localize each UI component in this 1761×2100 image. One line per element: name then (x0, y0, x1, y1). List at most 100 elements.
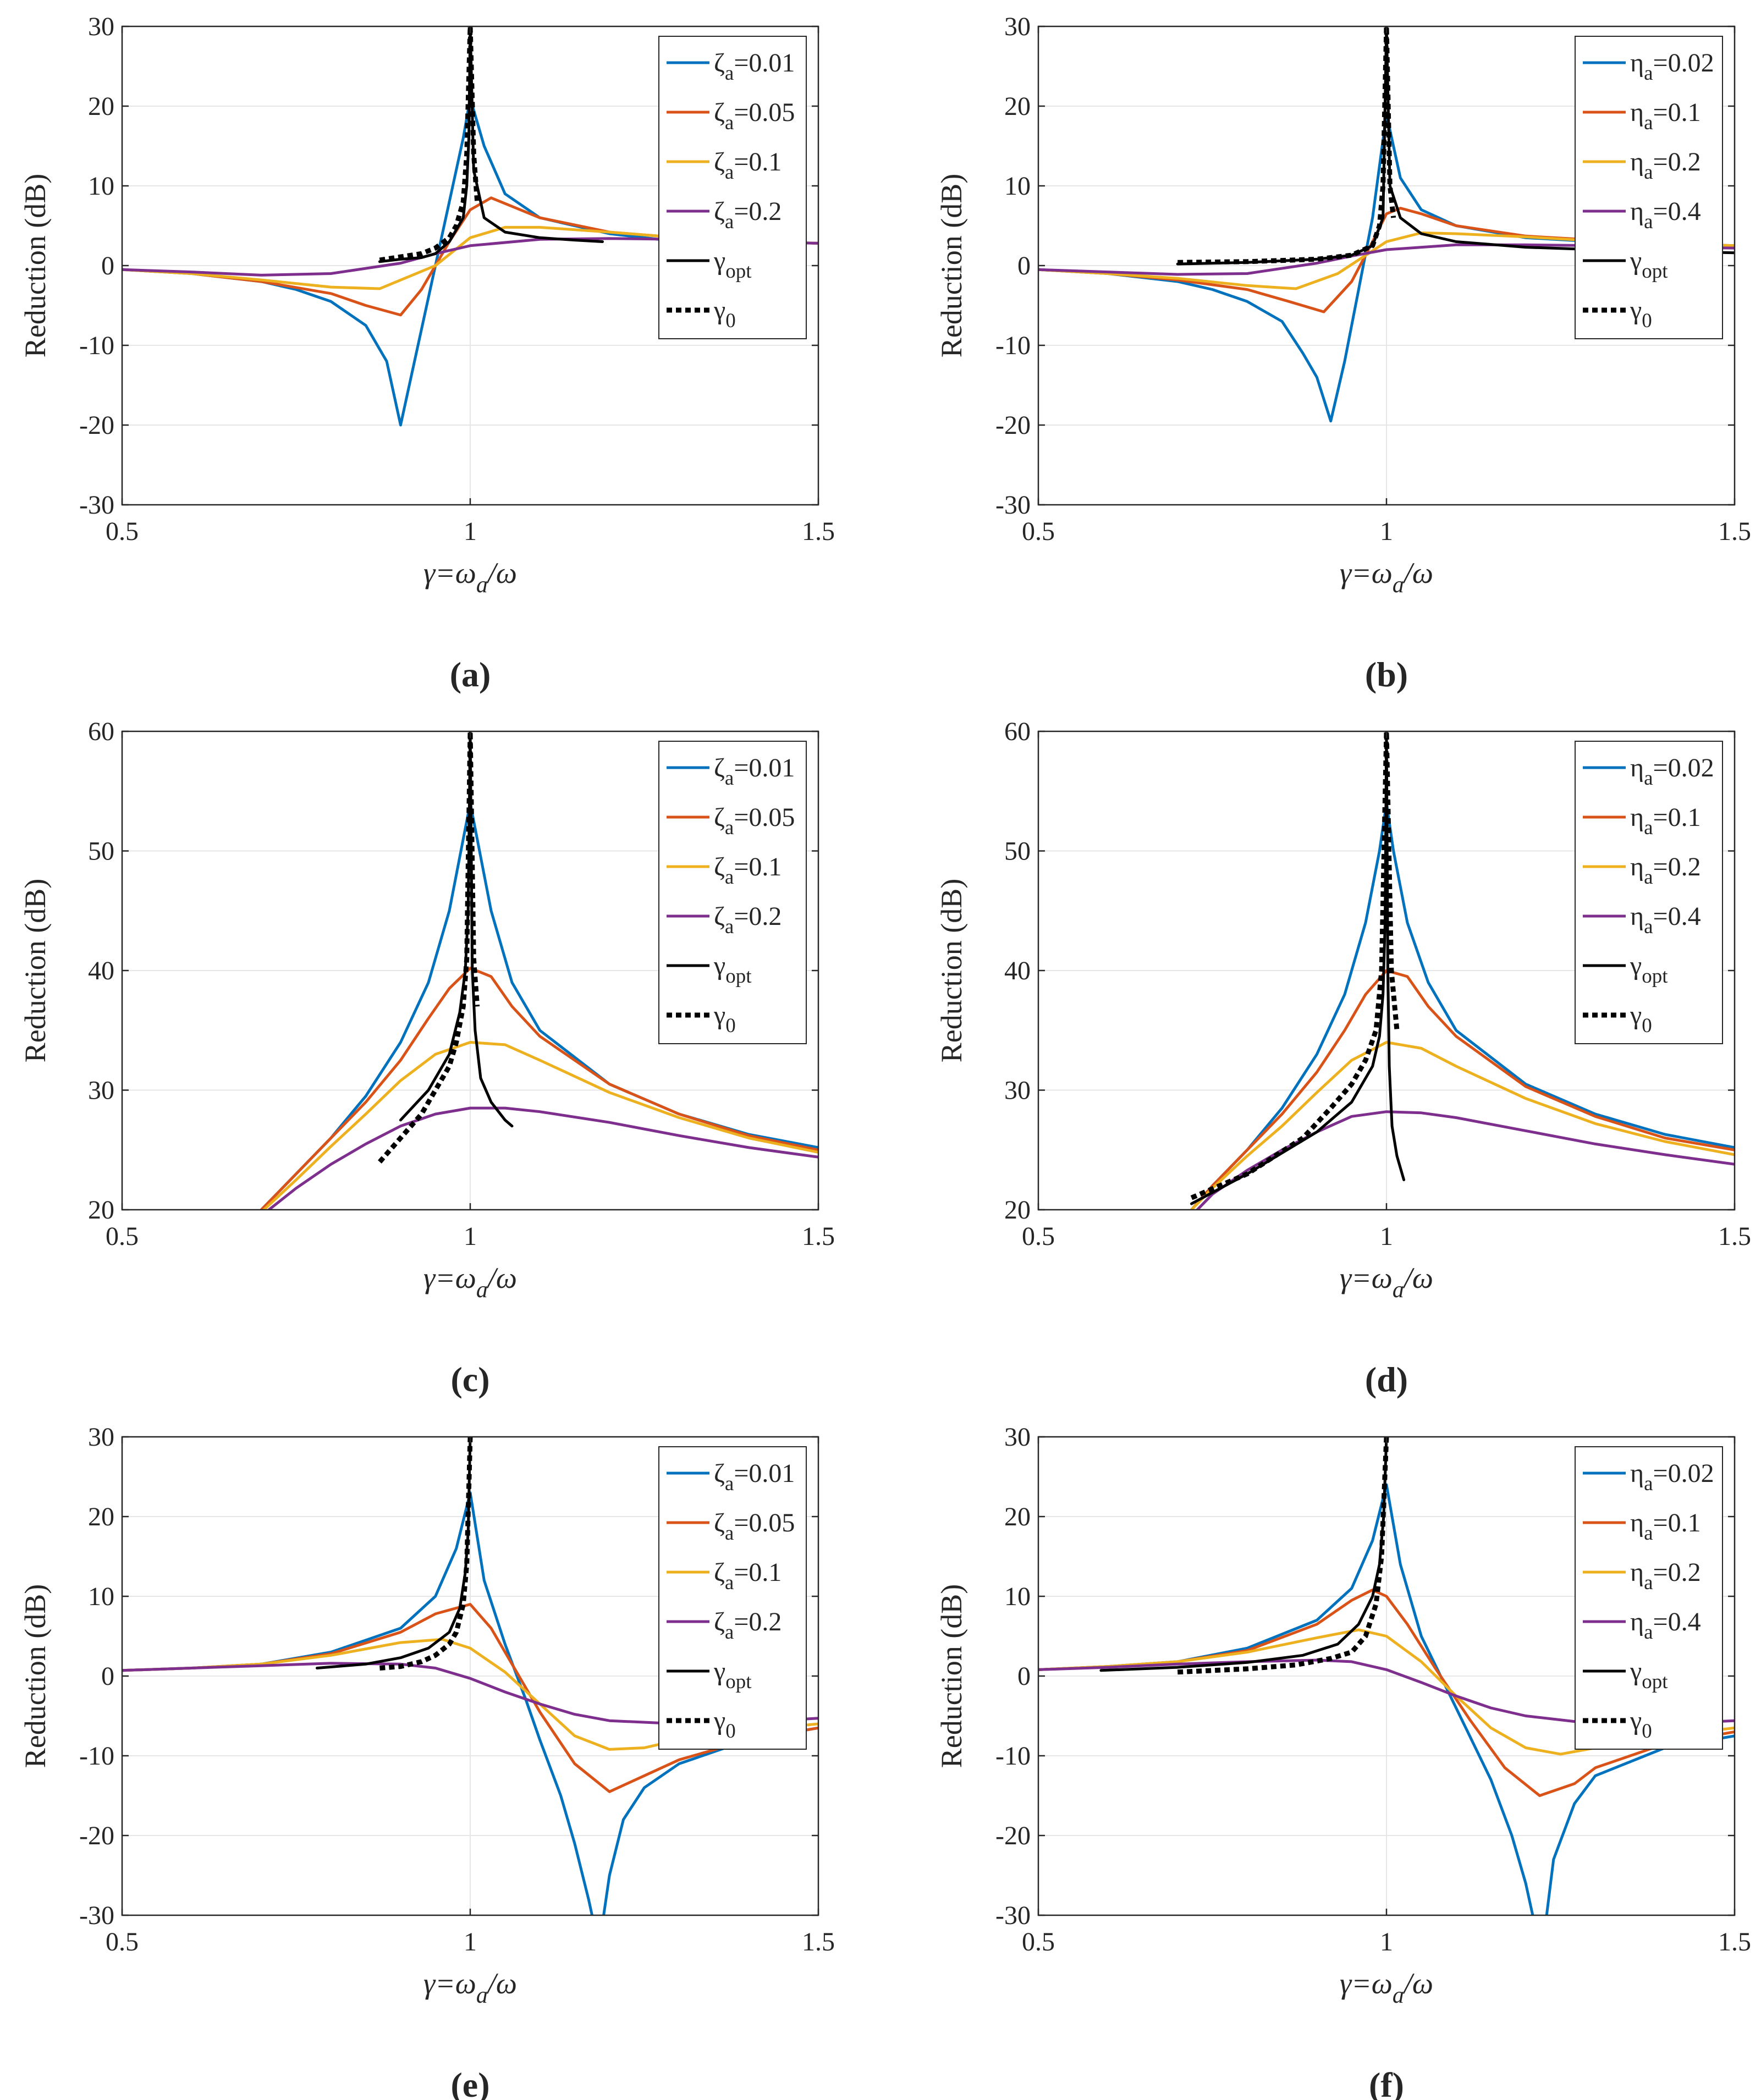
x-tick-label: 1 (464, 517, 477, 546)
legend-label: ζa=0.1 (714, 147, 782, 184)
x-axis-label: γ=ωa/ω (1340, 1261, 1433, 1303)
y-tick-label: -20 (995, 1821, 1031, 1850)
y-tick-label: -20 (79, 1821, 114, 1850)
legend-label: ζa=0.1 (714, 852, 782, 889)
x-tick-label: 1.5 (1718, 1222, 1751, 1251)
y-tick-label: 30 (88, 1423, 114, 1452)
series-line-gamma0 (378, 731, 480, 1164)
legend-label: ζa=0.05 (714, 803, 795, 839)
series-line-solid (1038, 1483, 1735, 1915)
series-group (260, 731, 818, 1210)
x-tick-label: 1.5 (1718, 1927, 1751, 1956)
legend-label: ζa=0.05 (714, 1508, 795, 1545)
series-line-gamma0 (1177, 26, 1396, 265)
y-tick-label: 40 (1004, 956, 1031, 985)
legend-label: ζa=0.2 (714, 197, 782, 233)
y-tick-label: -20 (995, 411, 1031, 440)
legend: ζa=0.01 ζa=0.05 ζa=0.1 ζa=0.2 γopt γ0 (658, 1446, 807, 1750)
legend-label: ζa=0.05 (714, 98, 795, 134)
legend-label: ηa=0.4 (1630, 197, 1701, 233)
y-tick-label: 0 (101, 1662, 114, 1691)
y-tick-label: 0 (1017, 1662, 1031, 1691)
series-line-gamma0 (1190, 731, 1400, 1200)
panel-caption: (f) (1369, 2065, 1404, 2100)
y-tick-label: -10 (995, 331, 1031, 360)
legend-label: ζa=0.2 (714, 902, 782, 938)
y-tick-label: 20 (88, 1502, 114, 1531)
chart-panel-e: 0.5 1 1.5 -30 -20 -10 0 10 20 30 γ=ωa/ω Reduction (… (19, 1423, 835, 2100)
x-tick-label: 1.5 (802, 1927, 835, 1956)
y-tick-label: 30 (1004, 1423, 1031, 1452)
series-line-opt (316, 1437, 472, 1669)
y-tick-label: -30 (995, 1901, 1031, 1930)
y-axis-label: Reduction (dB) (935, 879, 968, 1062)
y-tick-label: -10 (79, 331, 114, 360)
y-tick-label: -10 (79, 1741, 114, 1771)
series-line-solid (260, 967, 818, 1210)
chart-panel-f: 0.5 1 1.5 -30 -20 -10 0 10 20 30 γ=ωa/ω Reduction (… (935, 1423, 1751, 2100)
legend-label: γopt (713, 246, 752, 283)
legend-label: γopt (1630, 1657, 1668, 1693)
panel-caption: (b) (1365, 655, 1408, 694)
y-tick-label: -30 (79, 490, 114, 520)
y-tick-label: 10 (88, 172, 114, 201)
chart-panel-a: 0.5 1 1.5 -30 -20 -10 0 10 20 30 γ=ωa/ω Reduction (… (19, 12, 835, 694)
legend-box (658, 36, 807, 339)
x-axis-label: γ=ωa/ω (423, 556, 517, 598)
legend: ζa=0.01 ζa=0.05 ζa=0.1 ζa=0.2 γopt γ0 (658, 741, 807, 1044)
x-tick-label: 1 (464, 1222, 477, 1251)
chart-panel-c: 0.5 1 1.5 20 30 40 50 60 γ=ωa/ω Reduction (dB) (c)… (19, 717, 835, 1399)
x-axis-label: γ=ωa/ω (423, 1261, 517, 1303)
legend-label: ζa=0.01 (714, 1459, 795, 1495)
y-tick-label: 50 (88, 837, 114, 866)
legend-label: ηa=0.1 (1630, 98, 1701, 134)
y-axis-label: Reduction (dB) (19, 1584, 52, 1768)
y-tick-label: 0 (1017, 251, 1031, 280)
y-tick-label: 40 (88, 956, 114, 985)
series-group (122, 26, 818, 427)
legend: ηa=0.02 ηa=0.1 ηa=0.2 ηa=0.4 γopt γ0 (1575, 1446, 1723, 1750)
y-axis-label: Reduction (dB) (935, 1584, 968, 1768)
y-tick-label: 30 (1004, 1076, 1031, 1105)
legend-box (1575, 741, 1723, 1044)
series-line-gamma0 (379, 26, 480, 263)
legend-label: ηa=0.1 (1630, 1508, 1701, 1545)
x-tick-label: 0.5 (1022, 517, 1055, 546)
legend-label: ηa=0.1 (1630, 803, 1701, 839)
y-tick-label: -30 (995, 490, 1031, 520)
legend-label: γ0 (1630, 1706, 1652, 1743)
legend-label: ηa=0.02 (1630, 48, 1714, 85)
legend-label: ηa=0.2 (1630, 147, 1701, 184)
panel-caption: (d) (1365, 1360, 1408, 1399)
y-tick-label: 30 (1004, 12, 1031, 41)
y-tick-label: -20 (79, 411, 114, 440)
y-tick-label: -30 (79, 1901, 114, 1930)
legend-box (658, 741, 807, 1044)
y-tick-label: 10 (1004, 1582, 1031, 1611)
legend-label: γopt (1630, 246, 1668, 283)
x-tick-label: 0.5 (1022, 1222, 1055, 1251)
y-tick-label: 20 (1004, 92, 1031, 121)
series-line-solid (262, 1041, 818, 1210)
x-tick-label: 1 (1380, 517, 1393, 546)
y-tick-label: 0 (101, 251, 114, 280)
y-axis-label: Reduction (dB) (935, 174, 968, 357)
y-tick-label: 20 (88, 1195, 114, 1225)
y-tick-label: 10 (1004, 172, 1031, 201)
legend-label: γopt (713, 951, 752, 988)
series-line-opt (399, 731, 514, 1128)
series-line-solid (1038, 1628, 1735, 1756)
panel-caption: (e) (450, 2065, 489, 2100)
series-group (1190, 731, 1735, 1210)
chart-panel-b: 0.5 1 1.5 -30 -20 -10 0 10 20 30 γ=ωa/ω Reduction (… (935, 12, 1751, 694)
x-tick-label: 1 (464, 1927, 477, 1956)
y-tick-label: -10 (995, 1741, 1031, 1771)
legend-box (658, 1446, 807, 1750)
chart-panel-d: 0.5 1 1.5 20 30 40 50 60 γ=ωa/ω Reduction (dB) (d)… (935, 717, 1751, 1399)
y-tick-label: 30 (88, 12, 114, 41)
x-tick-label: 0.5 (1022, 1927, 1055, 1956)
legend-label: ζa=0.01 (714, 753, 795, 790)
y-tick-label: 60 (88, 717, 114, 746)
y-axis-label: Reduction (dB) (19, 174, 52, 357)
legend-label: γ0 (1630, 1001, 1652, 1037)
